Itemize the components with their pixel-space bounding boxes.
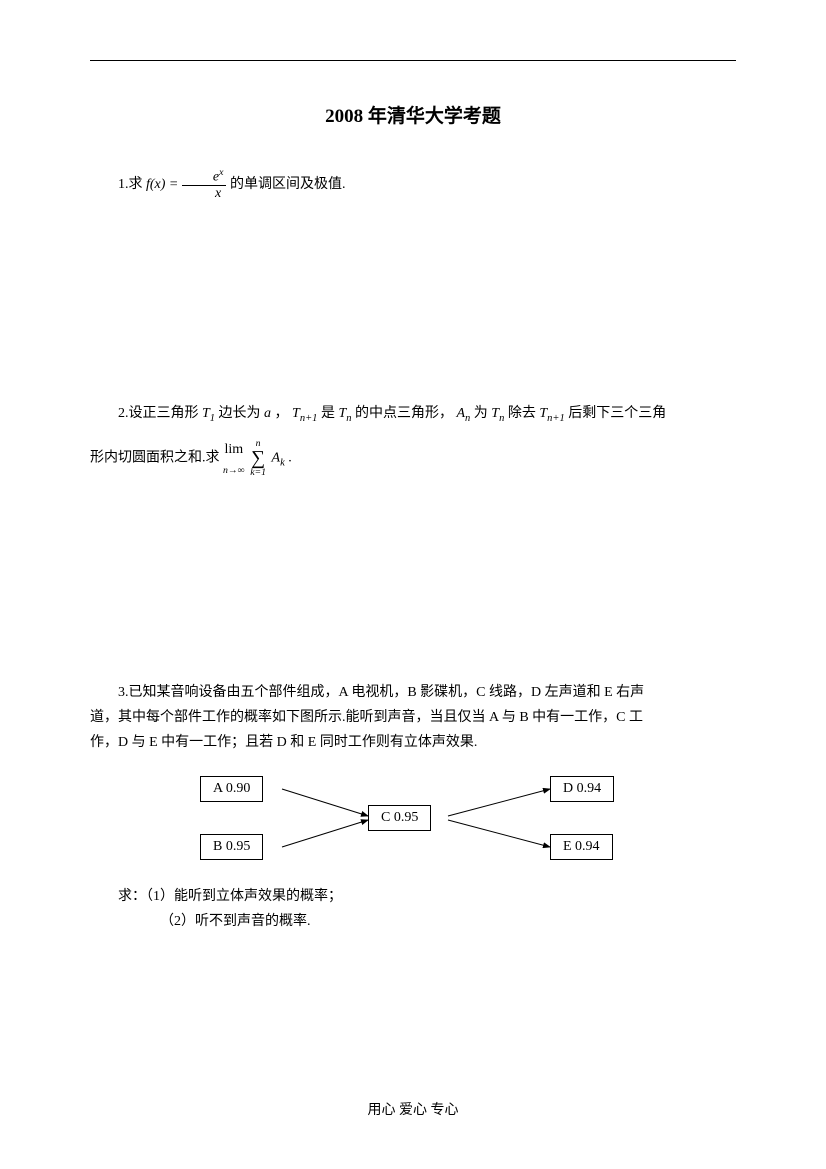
- flowchart: A 0.90 B 0.95 C 0.95 D 0.94 E 0.94: [200, 770, 640, 870]
- edge-0: [282, 789, 368, 816]
- p2-l2-end: .: [288, 451, 292, 466]
- p2-lim-word: lim: [223, 437, 245, 462]
- p2-t1b: 边长为: [215, 406, 264, 421]
- p2-t1f: 为: [470, 406, 491, 421]
- p1-fn: f(x) =: [146, 177, 182, 192]
- p2-T1: T: [202, 406, 210, 421]
- p2-sum: n ∑ k=1: [250, 439, 266, 478]
- p2-line2: 形内切圆面积之和.求 lim n→∞ n ∑ k=1 Ak .: [90, 437, 736, 480]
- p2-Tn1: T: [292, 406, 300, 421]
- header-rule: [90, 60, 736, 61]
- p2-Tn1-2: T: [539, 406, 547, 421]
- p1-suffix: 的单调区间及极值.: [230, 177, 346, 192]
- p2-t1e: 的中点三角形，: [351, 406, 456, 421]
- p3-l1: 3.已知某音响设备由五个部件组成，A 电视机，B 影碟机，C 线路，D 左声道和…: [118, 685, 644, 700]
- edge-1: [282, 820, 368, 847]
- edge-3: [448, 820, 550, 847]
- p1-frac-num-sup: x: [219, 167, 223, 178]
- sigma-icon: ∑: [250, 449, 266, 469]
- p2-t1g: 除去: [504, 406, 539, 421]
- edge-2: [448, 789, 550, 816]
- p3-l2: 道，其中每个部件工作的概率如下图所示.能听到声音，当且仅当 A 与 B 中有一工…: [90, 705, 736, 730]
- p2-t1a: 2.设正三角形: [118, 406, 202, 421]
- p1-prefix: 1.求: [118, 177, 146, 192]
- p2-Ak-sub: k: [280, 458, 285, 469]
- p2-Ak: A: [272, 451, 281, 466]
- p2-Tn1-sub: n+1: [300, 413, 318, 424]
- node-E: E 0.94: [550, 834, 613, 860]
- p2-a: a: [264, 406, 271, 421]
- problem-1: 1.求 f(x) = ex x 的单调区间及极值.: [90, 168, 736, 201]
- node-B: B 0.95: [200, 834, 263, 860]
- p2-Tn1-sub-2: n+1: [547, 413, 565, 424]
- p3-l3: 作，D 与 E 中有一工作；且若 D 和 E 同时工作则有立体声效果.: [90, 730, 736, 755]
- problem-3: 3.已知某音响设备由五个部件组成，A 电视机，B 影碟机，C 线路，D 左声道和…: [90, 680, 736, 756]
- p1-frac-den: x: [182, 186, 227, 201]
- p3-q1: 求：（1）能听到立体声效果的概率；: [90, 884, 736, 909]
- p2-t1h: 后剩下三个三角: [565, 406, 667, 421]
- p2-t1d: 是: [317, 406, 338, 421]
- p2-l2a: 形内切圆面积之和.求: [90, 451, 223, 466]
- page-title: 2008 年清华大学考题: [90, 101, 736, 128]
- p2-sum-lower: k=1: [250, 468, 266, 478]
- node-A: A 0.90: [200, 776, 263, 802]
- p2-t1c: ，: [271, 406, 292, 421]
- p3-q2: （2）听不到声音的概率.: [90, 909, 736, 934]
- p2-lim-sub: n→∞: [223, 462, 245, 480]
- node-C: C 0.95: [368, 805, 431, 831]
- p2-lim: lim n→∞: [223, 437, 245, 480]
- p2-An: A: [456, 406, 465, 421]
- p2-Tn-2: T: [491, 406, 499, 421]
- p1-fraction: ex x: [182, 168, 227, 201]
- page: 2008 年清华大学考题 1.求 f(x) = ex x 的单调区间及极值. 2…: [0, 0, 826, 1169]
- node-D: D 0.94: [550, 776, 614, 802]
- page-footer: 用心 爱心 专心: [0, 1099, 826, 1119]
- problem-2: 2.设正三角形 T1 边长为 a ， Tn+1 是 Tn 的中点三角形， An …: [90, 401, 736, 480]
